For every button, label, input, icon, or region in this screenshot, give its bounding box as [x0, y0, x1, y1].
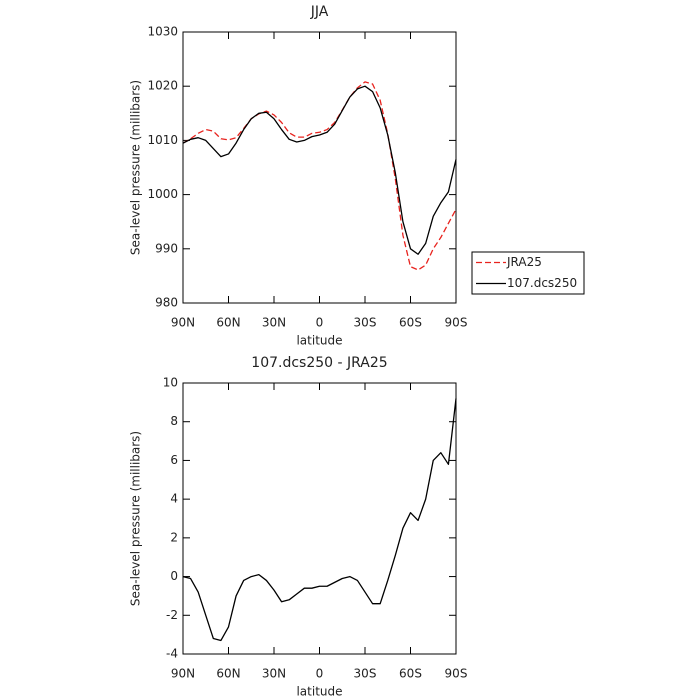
x-axis-label: latitude: [296, 334, 342, 348]
chart-title: 107.dcs250 - JRA25: [251, 355, 387, 371]
y-tick-label: 10: [163, 376, 178, 390]
legend-label: 107.dcs250: [507, 276, 577, 290]
data-line: [182, 85, 457, 255]
x-tick-label: 60N: [216, 316, 240, 330]
legend-label: JRA25: [506, 255, 542, 269]
data-line: [182, 81, 457, 271]
plot-frame: [182, 382, 457, 655]
y-tick-label: 990: [155, 241, 178, 255]
y-axis-label: Sea-level pressure (millibars): [129, 80, 143, 255]
x-tick-label: 60S: [399, 316, 422, 330]
x-tick-label: 90S: [445, 316, 468, 330]
x-tick-label: 60S: [399, 667, 422, 681]
legend-box: [471, 251, 585, 295]
x-tick-label: 30N: [262, 667, 286, 681]
data-line: [182, 398, 457, 642]
chart-title: JJA: [310, 4, 329, 20]
x-tick-label: 0: [316, 667, 324, 681]
y-tick-label: 8: [170, 414, 178, 428]
y-tick-label: -2: [166, 608, 178, 622]
y-tick-label: 6: [170, 453, 178, 467]
y-tick-label: 2: [170, 530, 178, 544]
x-tick-label: 30S: [354, 667, 377, 681]
plot-frame: [182, 31, 457, 304]
y-tick-label: 4: [170, 492, 178, 506]
y-axis-label: Sea-level pressure (millibars): [129, 431, 143, 606]
x-tick-label: 0: [316, 316, 324, 330]
x-tick-label: 90S: [445, 667, 468, 681]
y-tick-label: -4: [166, 647, 178, 661]
x-tick-label: 30N: [262, 316, 286, 330]
y-tick-label: 1020: [147, 79, 178, 93]
x-tick-label: 30S: [354, 316, 377, 330]
y-tick-label: 1000: [147, 187, 178, 201]
x-axis-label: latitude: [296, 685, 342, 699]
y-tick-label: 1030: [147, 25, 178, 39]
x-tick-label: 90N: [171, 316, 195, 330]
y-tick-label: 980: [155, 296, 178, 310]
y-tick-label: 1010: [147, 133, 178, 147]
y-tick-label: 0: [170, 569, 178, 583]
x-tick-label: 60N: [216, 667, 240, 681]
x-tick-label: 90N: [171, 667, 195, 681]
